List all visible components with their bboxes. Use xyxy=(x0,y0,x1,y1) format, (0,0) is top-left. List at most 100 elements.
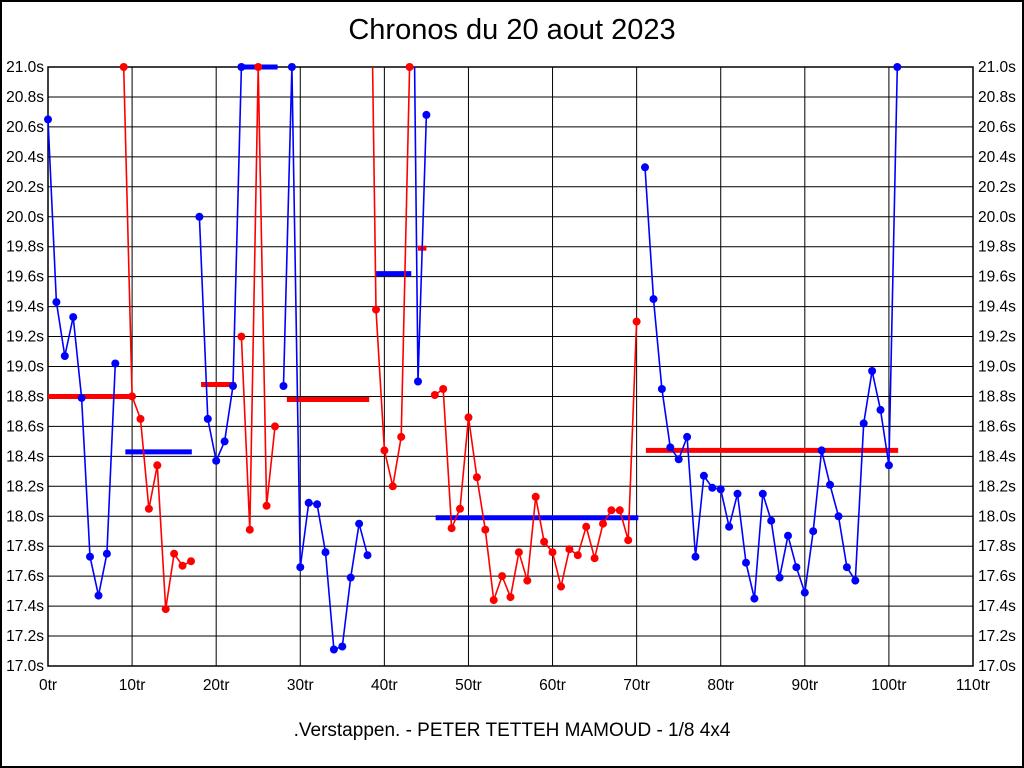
data-point xyxy=(170,549,179,558)
data-point xyxy=(489,596,498,605)
data-point xyxy=(287,63,296,71)
data-point xyxy=(153,461,162,470)
data-point xyxy=(195,212,204,221)
y-tick-label-left: 19.6s xyxy=(6,269,44,286)
y-tick-label-right: 18.4s xyxy=(978,448,1016,465)
data-point xyxy=(683,432,692,441)
y-tick-label-left: 18.2s xyxy=(6,478,44,495)
data-point xyxy=(859,419,868,428)
y-tick-label-right: 20.6s xyxy=(978,119,1016,136)
data-point xyxy=(86,552,94,561)
data-point xyxy=(876,405,885,414)
y-tick-label-left: 20.6s xyxy=(6,119,44,136)
data-point xyxy=(52,298,61,307)
data-point xyxy=(842,563,851,572)
data-point xyxy=(212,456,221,465)
data-point xyxy=(439,385,448,393)
series-line xyxy=(47,119,117,596)
data-point xyxy=(893,63,902,71)
data-point xyxy=(422,110,431,119)
y-tick-label-left: 19.4s xyxy=(6,299,44,316)
data-point xyxy=(826,480,834,489)
y-tick-label-left: 20.0s xyxy=(6,209,44,226)
data-point xyxy=(237,332,246,341)
y-tick-label-left: 18.4s xyxy=(6,448,44,465)
data-point xyxy=(321,548,330,557)
data-point xyxy=(590,554,599,563)
data-point xyxy=(691,552,700,561)
data-point xyxy=(800,588,809,597)
data-point xyxy=(237,63,246,71)
data-point xyxy=(792,563,801,572)
data-point xyxy=(296,563,305,572)
data-point xyxy=(245,525,254,534)
data-point xyxy=(632,317,641,326)
data-point xyxy=(94,591,103,600)
y-tick-label-left: 19.0s xyxy=(6,359,44,376)
data-point xyxy=(657,385,666,393)
y-tick-label-right: 18.8s xyxy=(978,388,1016,405)
data-point xyxy=(884,461,893,470)
x-tick-label: 100tr xyxy=(871,677,906,694)
data-point xyxy=(750,594,759,603)
data-point xyxy=(329,645,338,654)
data-point xyxy=(514,548,523,557)
data-point xyxy=(338,642,347,651)
y-tick-label-left: 19.8s xyxy=(6,239,44,256)
y-tick-label-right: 17.2s xyxy=(978,628,1016,645)
series-line xyxy=(282,66,369,651)
y-tick-label-left: 17.0s xyxy=(6,658,44,675)
data-point xyxy=(111,359,120,368)
data-point xyxy=(372,305,380,314)
data-point xyxy=(540,537,549,546)
data-point xyxy=(758,489,767,498)
x-tick-label: 0tr xyxy=(39,677,57,694)
x-tick-label: 60tr xyxy=(539,677,566,694)
data-point xyxy=(355,519,364,528)
data-point xyxy=(666,443,675,452)
data-point xyxy=(498,572,507,581)
data-point xyxy=(178,561,187,570)
data-point xyxy=(380,446,389,455)
data-point xyxy=(481,525,490,534)
data-point xyxy=(615,506,624,515)
data-point xyxy=(346,573,355,582)
data-point xyxy=(809,527,818,536)
data-point xyxy=(784,531,792,540)
data-point xyxy=(77,393,86,402)
y-tick-label-right: 20.2s xyxy=(978,179,1016,196)
data-point xyxy=(203,414,212,423)
y-tick-label-right: 19.4s xyxy=(978,299,1016,316)
data-point xyxy=(388,482,397,491)
x-tick-label: 20tr xyxy=(203,677,230,694)
data-point xyxy=(456,504,464,513)
data-point xyxy=(254,63,263,71)
lap-time-chart: 21.0s 21.0s 20.8s 20.8s 20.6s 20.6s 20.4s 20.4s… xyxy=(6,59,1016,694)
y-tick-label-right: 19.2s xyxy=(978,329,1016,346)
plot-border xyxy=(47,66,974,667)
data-point xyxy=(144,504,153,513)
data-point xyxy=(262,501,271,510)
data-point xyxy=(716,485,725,494)
data-point xyxy=(271,422,279,431)
data-point xyxy=(69,313,78,322)
data-point xyxy=(548,548,557,557)
data-point xyxy=(472,473,481,482)
data-point xyxy=(313,500,322,509)
data-point xyxy=(102,549,111,558)
data-point xyxy=(136,414,145,423)
driver-caption: .Verstappen. - PETER TETTEH MAMOUD - 1/8… xyxy=(293,720,731,741)
y-tick-label-right: 17.4s xyxy=(978,598,1016,615)
data-point xyxy=(851,576,860,585)
y-tick-label-left: 17.4s xyxy=(6,598,44,615)
series-line xyxy=(122,66,192,610)
y-tick-label-left: 19.2s xyxy=(6,329,44,346)
data-point xyxy=(229,382,237,390)
x-tick-label: 50tr xyxy=(455,677,482,694)
x-tick-label: 80tr xyxy=(707,677,734,694)
y-tick-label-right: 20.8s xyxy=(978,89,1016,106)
series-line xyxy=(198,66,243,464)
data-point xyxy=(464,413,473,422)
y-tick-label-left: 20.4s xyxy=(6,149,44,166)
data-point xyxy=(161,605,170,614)
